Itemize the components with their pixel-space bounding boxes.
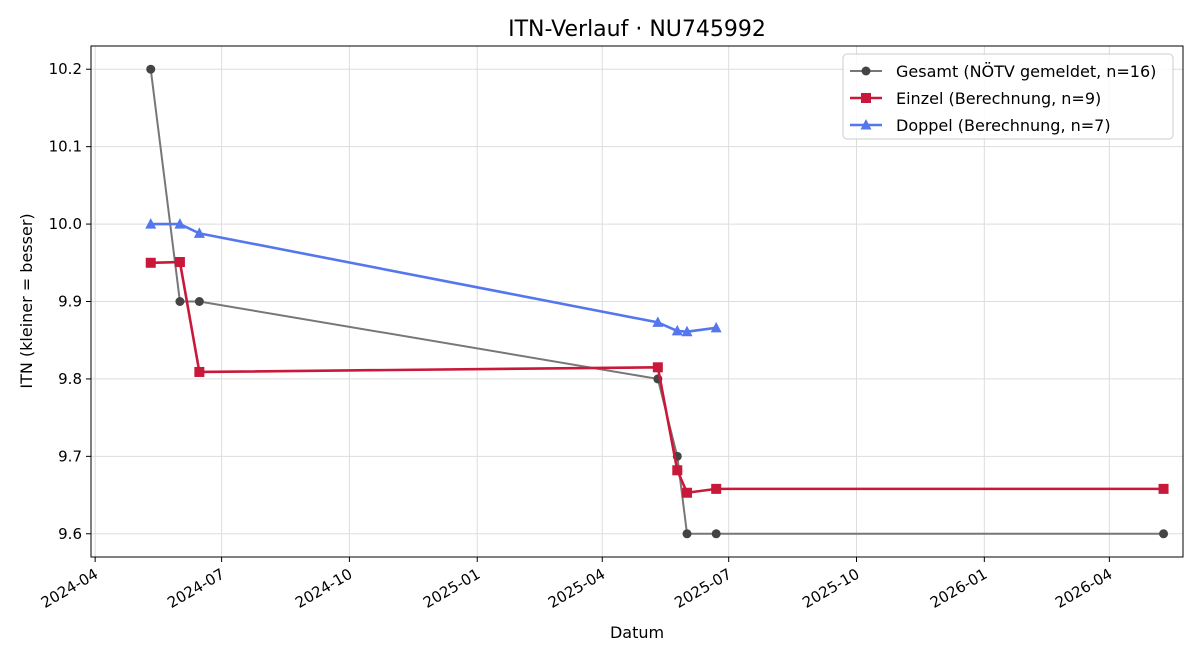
data-point [145,257,156,268]
chart-title: ITN-Verlauf · NU745992 [508,17,766,42]
data-point [193,227,205,238]
data-point [1158,483,1169,494]
data-point [174,218,186,229]
legend-marker [860,119,872,130]
y-tick-label: 9.7 [58,447,82,465]
data-point [711,529,721,539]
legend-marker [861,93,871,103]
legend-label: Einzel (Berechnung, n=9) [896,89,1101,108]
x-axis-label: Datum [610,623,664,642]
legend: Gesamt (NÖTV gemeldet, n=16) Einzel (Bere… [842,53,1174,140]
x-tick-label: 2026-01 [927,565,990,612]
data-point [652,362,663,373]
x-tick-label: 2025-04 [545,565,608,612]
y-tick-label: 10.2 [49,60,82,78]
data-point [146,64,156,74]
legend-box [842,53,1174,140]
y-tick-label: 9.9 [58,293,82,311]
series-square [145,257,1169,498]
data-point [710,321,722,333]
legend-marker [861,66,871,76]
data-point [145,218,157,229]
data-point [672,465,683,476]
data-point [1159,529,1169,539]
plot-series [145,64,1169,539]
y-axis-label: ITN (kleiner = besser) [17,213,36,388]
data-point [681,325,693,337]
legend-label: Gesamt (NÖTV gemeldet, n=16) [896,62,1156,81]
x-axis-ticks: 2024-04 2024-07 2024-10 2025-01 2025-04 2025-… [38,557,1115,612]
x-tick-label: 2026-04 [1052,565,1115,612]
data-point [682,529,692,539]
data-point [682,487,693,498]
y-axis-ticks: 9.6 9.7 9.8 9.9 10.0 10.1 10.2 [49,60,91,543]
data-point [194,297,204,306]
x-tick-label: 2025-07 [671,565,734,612]
x-tick-label: 2024-07 [164,565,227,612]
y-tick-label: 9.8 [58,370,82,388]
x-tick-label: 2024-10 [292,565,355,612]
x-tick-label: 2025-10 [799,565,862,612]
series-line [150,222,717,333]
data-point [671,324,683,336]
legend-label: Doppel (Berechnung, n=7) [896,116,1111,135]
x-tick-label: 2024-04 [38,565,101,612]
data-point [711,483,722,494]
data-point [194,366,205,377]
y-tick-label: 10.0 [49,215,82,233]
series-triangle [145,218,722,337]
x-tick-label: 2025-01 [420,565,483,612]
data-point [652,316,664,327]
data-point [174,257,185,268]
y-tick-label: 10.1 [49,138,82,156]
y-tick-label: 9.6 [58,525,82,543]
data-point [175,297,185,306]
